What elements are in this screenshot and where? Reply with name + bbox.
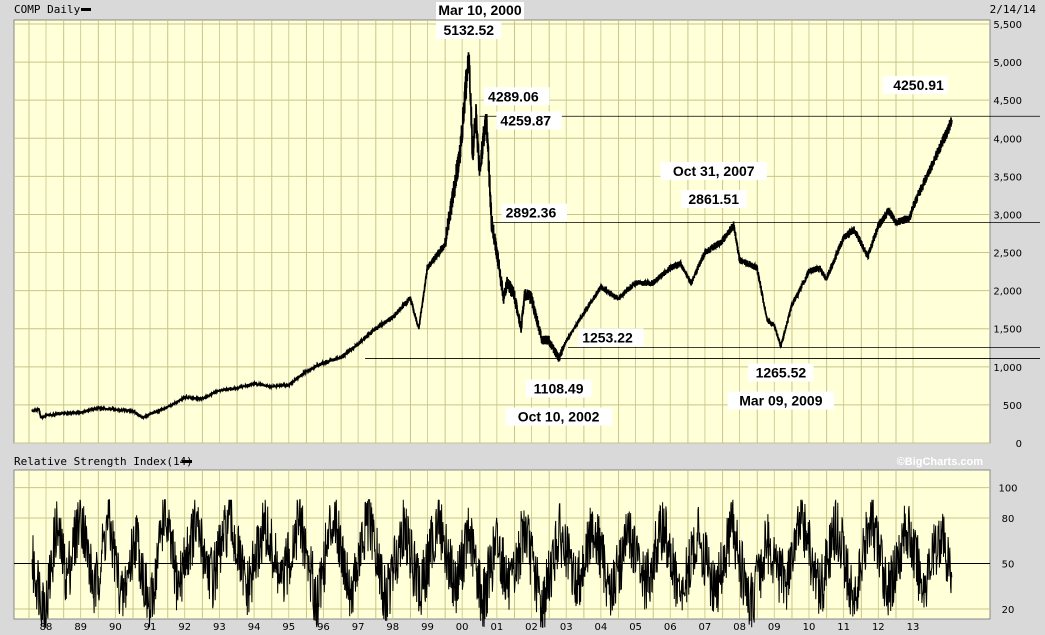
price-grid	[14, 20, 990, 444]
annotation-label: Mar 09, 2009	[739, 393, 822, 409]
price-y-tick-label: 1,000	[993, 363, 1022, 374]
x-tick-label: 11	[837, 622, 850, 633]
price-y-tick-label: 3,500	[993, 172, 1022, 183]
x-tick-label: 09	[768, 622, 781, 633]
annotation-bg	[748, 363, 814, 382]
rsi-title: Relative Strength Index(14)	[14, 455, 193, 468]
price-trace	[31, 52, 953, 421]
price-reference-lines	[365, 115, 1040, 359]
annotation-bg	[505, 407, 612, 426]
peak-date-label: Mar 10, 2000	[438, 2, 521, 18]
x-tick-label: 07	[699, 622, 712, 633]
annotation-label: Oct 10, 2002	[518, 409, 600, 425]
rsi-trace	[31, 499, 953, 628]
price-y-tick-label: 500	[1003, 401, 1022, 412]
annotation-bg	[496, 111, 562, 130]
x-tick-label: 06	[664, 622, 677, 633]
x-tick-label: 89	[74, 622, 87, 633]
annotation-bg	[727, 391, 835, 410]
price-y-tick-label: 3,000	[993, 210, 1022, 221]
annotation-label: 2861.51	[688, 191, 739, 207]
x-tick-label: 10	[803, 622, 816, 633]
x-axis: 88 89 90 91 92 93 94 95 96 97 98 99 00 01 02 03 04 05 06 07…	[40, 622, 920, 633]
annotation-bg	[578, 328, 644, 347]
x-tick-label: 99	[421, 622, 434, 633]
annotation-label: Oct 31, 2007	[673, 163, 755, 179]
symbol-label: COMP Daily	[14, 3, 81, 16]
annotation-label: 1253.22	[582, 330, 633, 346]
x-tick-label: 97	[352, 622, 365, 633]
rsi-y-tick-label: 20	[1002, 605, 1015, 616]
watermark: ©BigCharts.com	[897, 456, 984, 468]
annotation-bg	[501, 203, 568, 222]
annotation-label: 4259.87	[500, 112, 551, 128]
annotation-label: 2892.36	[506, 205, 557, 221]
x-tick-label: 94	[248, 622, 261, 633]
x-tick-label: 12	[872, 622, 885, 633]
x-tick-label: 08	[733, 622, 746, 633]
annotation-bg	[882, 76, 948, 95]
x-tick-label: 92	[178, 622, 191, 633]
annotation-bg	[681, 190, 747, 209]
rsi-y-tick-label: 80	[1002, 514, 1015, 525]
rsi-y-axis: 20 50 80 100	[998, 484, 1017, 616]
x-tick-label: 95	[282, 622, 295, 633]
x-tick-label: 05	[629, 622, 642, 633]
peak-date-box	[436, 2, 524, 20]
x-tick-label: 91	[144, 622, 157, 633]
x-tick-label: 03	[560, 622, 573, 633]
chart-date: 2/14/14	[990, 3, 1037, 16]
x-tick-label: 00	[456, 622, 469, 633]
x-tick-label: 93	[213, 622, 226, 633]
symbol-legend-swatch	[81, 8, 91, 11]
annotation-label: 4289.06	[488, 88, 539, 104]
price-y-tick-label: 4,500	[993, 96, 1022, 107]
x-tick-label: 01	[490, 622, 503, 633]
annotation-bg	[436, 20, 502, 39]
price-y-axis: 0 500 1,000 1,500 2,000 2,500 3,000 3,500 4,000 4…	[993, 20, 1022, 450]
annotation-label: 1108.49	[534, 381, 584, 397]
rsi-grid	[14, 470, 990, 619]
price-y-tick-label: 2,500	[993, 249, 1022, 260]
x-tick-label: 98	[386, 622, 399, 633]
price-y-tick-label: 1,500	[993, 325, 1022, 336]
x-tick-label: 13	[907, 622, 920, 633]
x-tick-label: 88	[40, 622, 53, 633]
rsi-legend-swatch	[182, 460, 192, 463]
annotation-label: 1265.52	[756, 365, 807, 381]
price-y-tick-label: 2,000	[993, 287, 1022, 298]
price-series-line	[31, 52, 953, 421]
x-tick-label: 02	[525, 622, 538, 633]
rsi-series-line	[31, 499, 953, 628]
annotation-label: 5132.52	[443, 22, 494, 38]
rsi-y-tick-label: 50	[1002, 560, 1015, 571]
price-y-tick-label: 4,000	[993, 134, 1022, 145]
price-annotations: 5132.52 4289.06 4259.87 2892.36 1253.22 1108.…	[436, 20, 948, 426]
x-tick-label: 96	[317, 622, 330, 633]
annotation-bg	[525, 379, 592, 398]
price-y-tick-label: 5,000	[993, 58, 1022, 69]
annotation-bg	[660, 162, 767, 181]
rsi-y-tick-label: 100	[998, 484, 1017, 495]
annotation-bg	[484, 87, 550, 106]
x-tick-label: 04	[595, 622, 608, 633]
x-tick-label: 90	[109, 622, 122, 633]
price-y-tick-label: 0	[1016, 439, 1022, 450]
rsi-header-bar	[0, 453, 1045, 468]
annotation-label: 4250.91	[893, 77, 944, 93]
price-y-tick-label: 5,500	[993, 20, 1022, 31]
